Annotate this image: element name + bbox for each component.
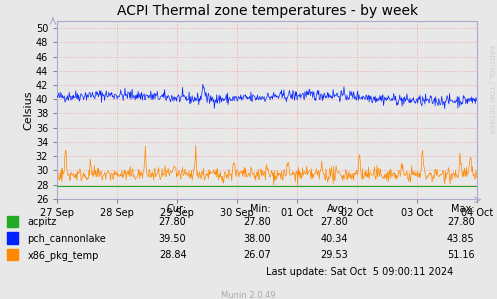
Text: 29.53: 29.53 <box>320 250 348 260</box>
Text: 26.07: 26.07 <box>243 250 271 260</box>
Text: Munin 2.0.49: Munin 2.0.49 <box>221 291 276 299</box>
Text: 27.80: 27.80 <box>159 217 186 227</box>
Text: 27.80: 27.80 <box>243 217 271 227</box>
Text: RRDTOOL / TOBI OETIKER: RRDTOOL / TOBI OETIKER <box>488 45 494 134</box>
Text: 27.80: 27.80 <box>320 217 348 227</box>
Text: Cur:: Cur: <box>166 204 186 214</box>
Text: Last update: Sat Oct  5 09:00:11 2024: Last update: Sat Oct 5 09:00:11 2024 <box>266 267 453 277</box>
Text: 39.50: 39.50 <box>159 234 186 244</box>
Text: 40.34: 40.34 <box>321 234 348 244</box>
Text: 38.00: 38.00 <box>244 234 271 244</box>
Text: 43.85: 43.85 <box>447 234 475 244</box>
Text: x86_pkg_temp: x86_pkg_temp <box>27 250 99 260</box>
Y-axis label: Celsius: Celsius <box>23 90 33 130</box>
Text: Min:: Min: <box>250 204 271 214</box>
Text: 51.16: 51.16 <box>447 250 475 260</box>
Text: acpitz: acpitz <box>27 217 57 227</box>
Text: Avg:: Avg: <box>327 204 348 214</box>
Text: 28.84: 28.84 <box>159 250 186 260</box>
Text: pch_cannonlake: pch_cannonlake <box>27 233 106 244</box>
Title: ACPI Thermal zone temperatures - by week: ACPI Thermal zone temperatures - by week <box>117 4 417 18</box>
Text: 27.80: 27.80 <box>447 217 475 227</box>
Text: Max:: Max: <box>451 204 475 214</box>
